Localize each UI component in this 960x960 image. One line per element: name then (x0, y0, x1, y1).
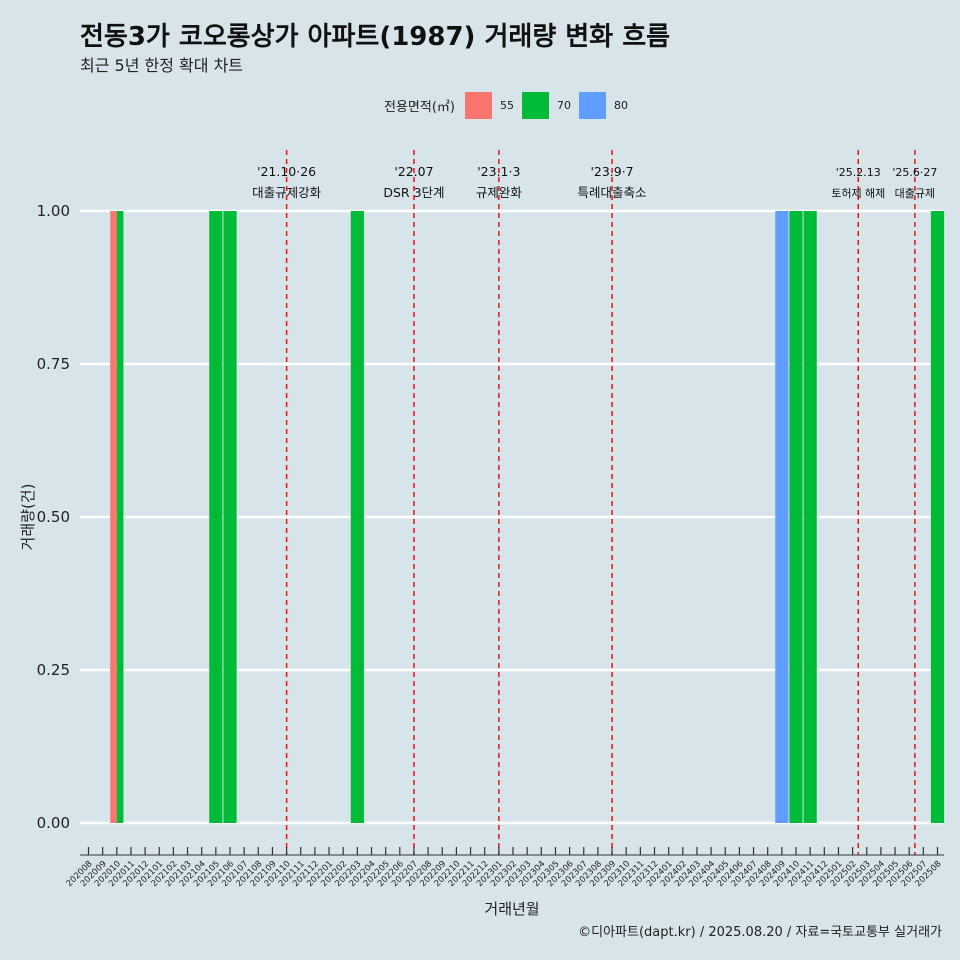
legend-swatch-55 (464, 92, 492, 119)
y-axis-title: 거래량(건) (19, 484, 37, 551)
source-caption: ©디아파트(dapt.kr) / 2025.08.20 / 자료=국토교통부 실… (578, 925, 942, 940)
x-axis-title: 거래년월 (484, 900, 539, 918)
event-label: 규제완화 (476, 185, 523, 200)
bar-202508-70 (930, 211, 945, 823)
legend-swatch-70 (521, 92, 549, 119)
chart-subtitle: 최근 5년 한정 확대 차트 (80, 56, 244, 75)
event-label: 대출규제 (895, 187, 935, 200)
bar-202010-70 (116, 211, 124, 823)
event-date-label: '23.1·3 (477, 164, 520, 179)
y-tick-label: 0.25 (37, 661, 70, 679)
legend: 전용면적(㎡) 55 70 80 (384, 92, 636, 119)
bar-202411-70 (803, 211, 817, 823)
chart-title: 전동3가 코오롱상가 아파트(1987) 거래량 변화 흐름 (80, 22, 671, 52)
legend-label-55: 55 (499, 99, 514, 112)
event-date-label: '23.9·7 (590, 164, 633, 179)
event-label: 토허제 해제 (831, 186, 885, 200)
legend-item-80: 80 (578, 92, 628, 119)
event-date-label: '22.07 (394, 164, 433, 179)
event-label: DSR 3단계 (383, 185, 444, 200)
bar-202410-70 (789, 211, 803, 823)
legend-title: 전용면적(㎡) (384, 100, 455, 115)
event-date-label: '25.6·27 (892, 166, 937, 179)
legend-swatch-80 (578, 92, 606, 119)
legend-item-70: 70 (521, 92, 571, 119)
event-date-label: '25.2.13 (836, 166, 881, 179)
bar-202106-70 (223, 211, 237, 823)
event-label: 특례대출축소 (578, 185, 647, 200)
event-date-label: '21.10·26 (257, 164, 316, 179)
bar-202409-80 (775, 211, 789, 823)
bar-202105-70 (209, 211, 223, 823)
y-tick-label: 1.00 (37, 202, 70, 220)
legend-item-55: 55 (464, 92, 514, 119)
y-tick-label: 0.50 (37, 508, 70, 526)
bar-202010-55 (110, 211, 117, 823)
y-tick-label: 0.75 (37, 355, 70, 373)
bar-202203-70 (350, 211, 364, 823)
legend-label-70: 70 (556, 99, 571, 112)
event-label: 대출규제강화 (252, 185, 322, 200)
legend-label-80: 80 (613, 99, 628, 112)
y-tick-label: 0.00 (37, 814, 70, 832)
